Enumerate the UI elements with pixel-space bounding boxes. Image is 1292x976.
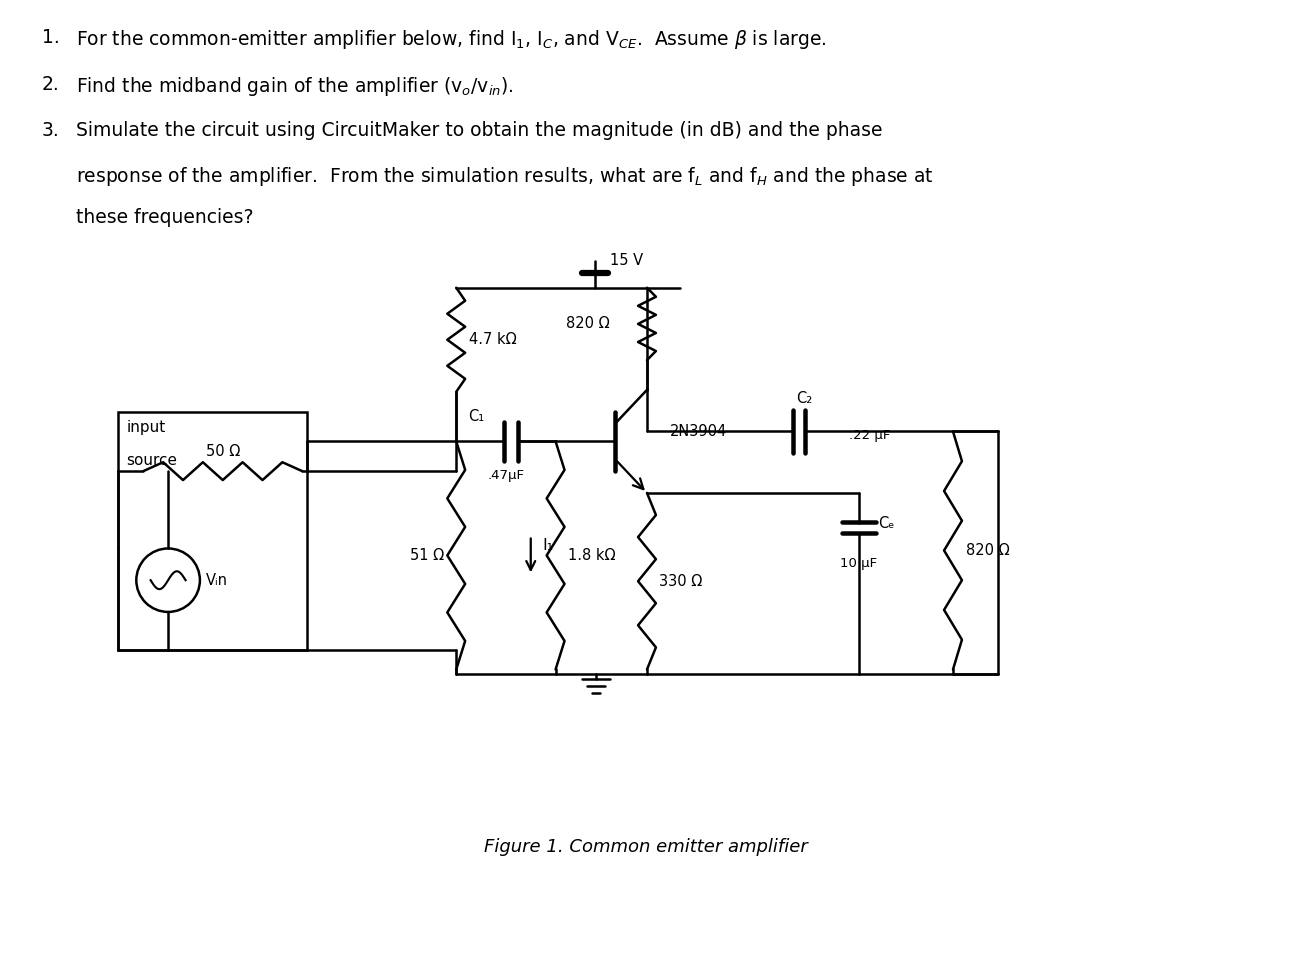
Text: 1.: 1. — [41, 28, 59, 47]
Text: source: source — [127, 453, 177, 468]
Bar — [119, 412, 307, 650]
Text: C₁: C₁ — [468, 409, 484, 424]
Text: 51 Ω: 51 Ω — [410, 548, 444, 563]
Text: 3.: 3. — [41, 121, 59, 141]
Text: C₂: C₂ — [796, 390, 813, 406]
Text: 50 Ω: 50 Ω — [205, 444, 240, 460]
Text: 2.: 2. — [41, 74, 59, 94]
Text: 820 Ω: 820 Ω — [566, 316, 610, 332]
Text: 15 V: 15 V — [610, 253, 643, 267]
Text: I₁: I₁ — [543, 538, 554, 553]
Text: Vᵢn: Vᵢn — [205, 573, 227, 588]
Text: 820 Ω: 820 Ω — [966, 543, 1009, 558]
Text: these frequencies?: these frequencies? — [76, 209, 253, 227]
Text: 330 Ω: 330 Ω — [659, 574, 702, 589]
Text: 2N3904: 2N3904 — [669, 424, 727, 439]
Text: input: input — [127, 420, 165, 434]
Text: Find the midband gain of the amplifier (v$_o$/v$_{in}$).: Find the midband gain of the amplifier (… — [76, 74, 513, 98]
Text: 1.8 kΩ: 1.8 kΩ — [567, 548, 615, 563]
Text: Figure 1. Common emitter amplifier: Figure 1. Common emitter amplifier — [484, 838, 808, 856]
Text: .22 μF: .22 μF — [849, 429, 890, 442]
Text: response of the amplifier.  From the simulation results, what are f$_L$ and f$_H: response of the amplifier. From the simu… — [76, 165, 933, 187]
Text: 4.7 kΩ: 4.7 kΩ — [469, 332, 517, 347]
Text: Simulate the circuit using CircuitMaker to obtain the magnitude (in dB) and the : Simulate the circuit using CircuitMaker … — [76, 121, 882, 141]
Text: For the common-emitter amplifier below, find I$_1$, I$_C$, and V$_{CE}$.  Assume: For the common-emitter amplifier below, … — [76, 28, 827, 51]
Text: 10 μF: 10 μF — [840, 557, 877, 570]
Text: .47μF: .47μF — [487, 469, 525, 482]
Text: Cₑ: Cₑ — [879, 516, 895, 531]
